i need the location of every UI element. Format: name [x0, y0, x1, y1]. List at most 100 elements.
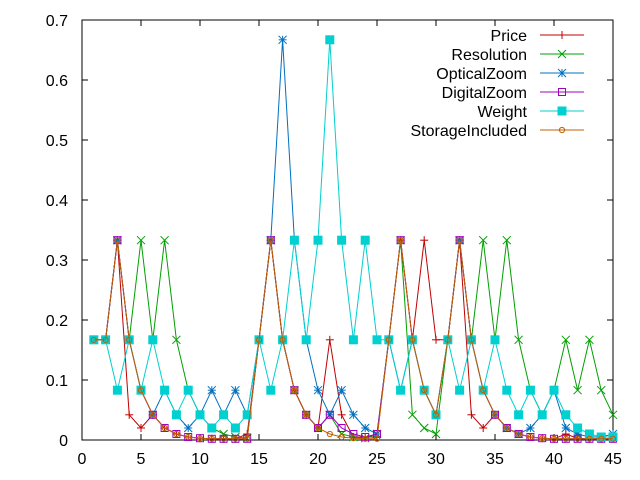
data-point	[232, 435, 239, 442]
data-point	[479, 424, 488, 432]
data-point	[584, 429, 594, 439]
data-point	[325, 335, 334, 344]
data-point	[502, 385, 512, 395]
series-line	[93, 240, 613, 440]
data-point	[514, 430, 523, 438]
data-point	[337, 385, 346, 395]
data-point	[231, 385, 240, 395]
data-point	[149, 411, 156, 418]
data-point	[289, 235, 299, 245]
data-point	[596, 385, 606, 395]
data-point	[183, 385, 193, 395]
data-point	[527, 433, 534, 441]
data-point	[561, 410, 571, 420]
data-point	[562, 435, 569, 442]
data-point	[230, 423, 240, 433]
data-point	[279, 336, 286, 343]
data-point	[420, 236, 429, 245]
legend-item: Resolution	[451, 47, 584, 64]
data-point	[137, 424, 145, 432]
data-point	[360, 235, 370, 245]
legend-label: StorageIncluded	[410, 123, 527, 140]
data-point	[160, 424, 169, 432]
data-point	[137, 387, 145, 394]
x-tick-label: 45	[604, 451, 622, 468]
data-point	[291, 387, 298, 394]
data-point	[561, 335, 571, 345]
data-point	[302, 410, 311, 419]
legend-label: Resolution	[451, 47, 527, 64]
data-point	[491, 410, 499, 419]
data-point	[126, 336, 133, 343]
data-point	[573, 423, 583, 433]
data-point	[573, 385, 582, 395]
data-point	[313, 385, 323, 395]
legend-item: Price	[491, 28, 584, 45]
data-point	[112, 385, 122, 395]
data-point	[456, 237, 463, 244]
legend-item: OpticalZoom	[436, 66, 584, 83]
legend-label: Price	[491, 28, 528, 45]
data-point	[467, 410, 476, 419]
data-point	[337, 235, 347, 245]
data-point	[171, 410, 181, 420]
x-tick-label: 35	[486, 451, 504, 468]
legend-marker	[557, 106, 567, 116]
legend-label: DigitalZoom	[442, 85, 527, 102]
data-point	[220, 435, 227, 442]
data-point	[325, 410, 334, 419]
x-tick-label: 25	[368, 451, 386, 468]
data-point	[326, 430, 333, 438]
data-point	[549, 385, 559, 395]
x-tick-label: 10	[191, 451, 209, 468]
data-point	[539, 435, 546, 442]
data-point	[362, 435, 369, 442]
data-point	[314, 424, 322, 432]
data-point	[490, 335, 500, 345]
data-point	[255, 336, 263, 343]
y-tick-label: 0.5	[46, 133, 68, 150]
data-point	[478, 235, 488, 245]
data-point	[208, 435, 215, 442]
data-point	[515, 430, 522, 438]
data-point	[432, 335, 440, 344]
data-point	[303, 411, 310, 418]
data-point	[244, 435, 251, 442]
legend-marker	[557, 49, 567, 59]
data-point	[385, 336, 392, 343]
data-point	[431, 429, 441, 439]
data-point	[148, 410, 157, 419]
data-point	[172, 430, 181, 438]
y-tick-label: 0.7	[46, 13, 68, 30]
y-tick-label: 0.3	[46, 253, 68, 270]
data-point	[408, 410, 417, 420]
data-point	[550, 435, 558, 442]
data-point	[242, 410, 252, 420]
legend-label: Weight	[477, 104, 527, 121]
data-point	[421, 387, 428, 394]
data-point	[278, 35, 287, 45]
data-point	[267, 237, 274, 244]
data-point	[598, 435, 605, 442]
legend-marker	[558, 88, 566, 96]
data-point	[195, 410, 205, 420]
legend-marker	[557, 68, 567, 78]
data-point	[219, 410, 229, 420]
data-point	[396, 385, 406, 395]
data-point	[372, 335, 382, 345]
data-point	[350, 435, 357, 442]
x-tick-label: 15	[250, 451, 268, 468]
data-point	[502, 235, 512, 245]
data-point	[125, 410, 134, 419]
legend-item: Weight	[477, 104, 584, 121]
data-point	[349, 410, 358, 420]
data-point	[526, 423, 535, 433]
legend-marker	[558, 126, 566, 134]
data-point	[266, 385, 276, 395]
data-point	[114, 237, 121, 244]
data-point	[314, 424, 322, 432]
data-point	[337, 424, 346, 432]
data-point	[419, 423, 429, 433]
plot-frame	[81, 19, 614, 441]
data-point	[502, 424, 511, 432]
